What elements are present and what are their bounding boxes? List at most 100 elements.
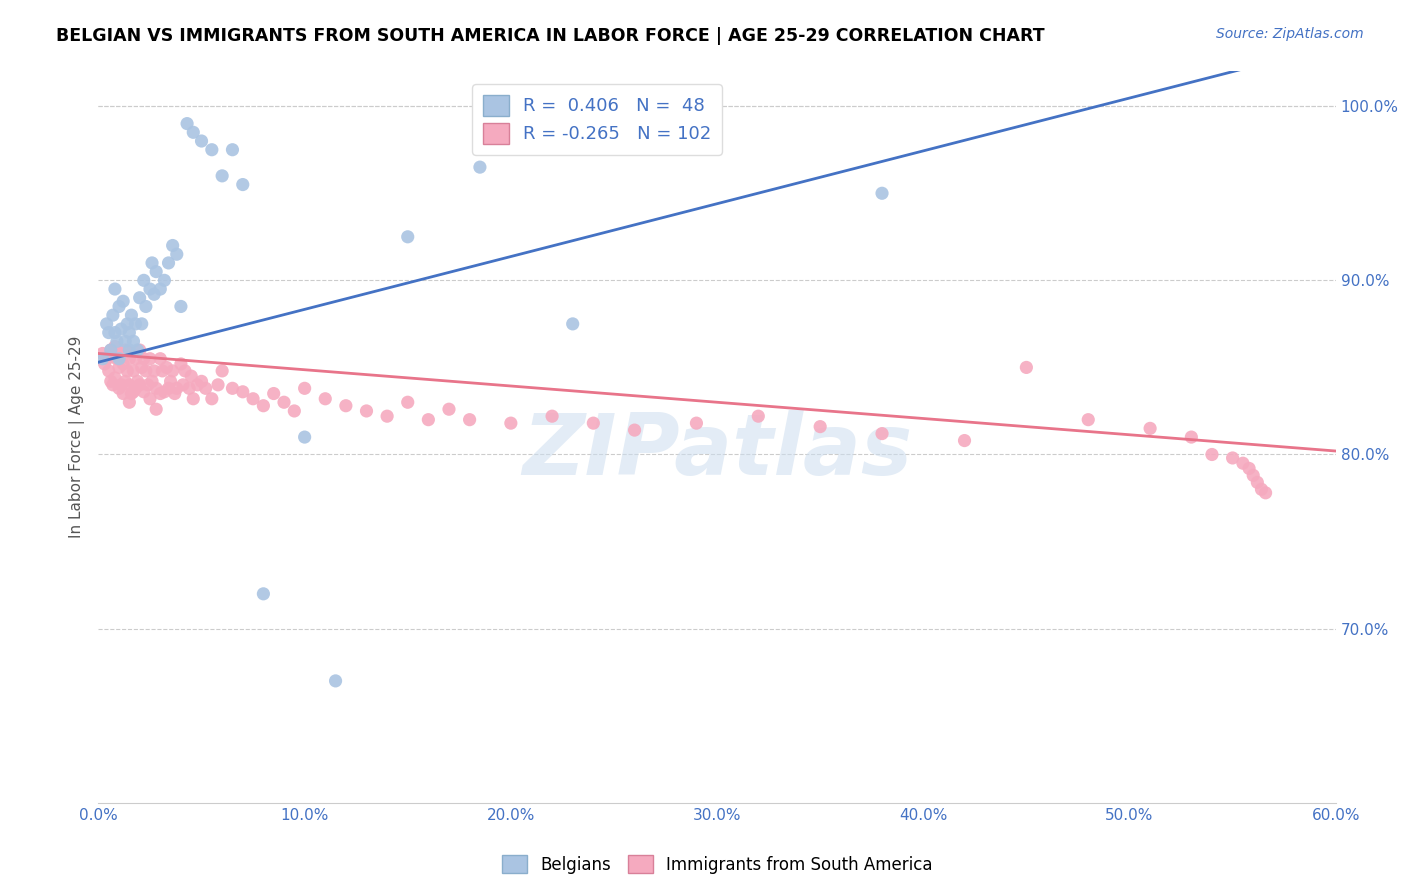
Point (141, 256, 163, 270)
Point (112, 386, 135, 401)
Point (122, 364, 145, 378)
Point (139, 392, 162, 406)
Point (122, 334, 145, 349)
Point (149, 282, 172, 296)
Point (108, 360, 131, 375)
Point (211, 169, 233, 183)
Point (252, 399, 274, 413)
Point (100, 343, 122, 357)
Point (181, 392, 204, 406)
Point (97, 364, 120, 378)
Point (396, 395, 419, 409)
Point (132, 273, 155, 287)
Point (263, 386, 285, 401)
Point (174, 364, 197, 378)
Point (1139, 421, 1161, 435)
Point (870, 186, 893, 201)
Point (96, 351, 118, 366)
Point (114, 343, 136, 357)
Point (91, 346, 114, 360)
Point (100, 343, 122, 357)
Point (108, 300, 131, 314)
Text: ZIPatlas: ZIPatlas (522, 410, 912, 493)
Point (149, 351, 172, 366)
Point (221, 143, 243, 157)
Point (110, 377, 132, 392)
Point (179, 381, 201, 395)
Point (104, 339, 127, 353)
Point (108, 351, 131, 366)
Point (1232, 456, 1254, 470)
Point (120, 386, 142, 401)
Point (117, 364, 139, 378)
Point (105, 351, 128, 366)
Point (159, 375, 181, 389)
Point (623, 423, 645, 437)
Point (104, 371, 127, 385)
Point (118, 343, 141, 357)
Point (96, 317, 118, 331)
Point (335, 399, 357, 413)
Point (747, 409, 769, 424)
Point (162, 238, 184, 252)
Point (135, 300, 157, 314)
Text: BELGIAN VS IMMIGRANTS FROM SOUTH AMERICA IN LABOR FORCE | AGE 25-29 CORRELATION : BELGIAN VS IMMIGRANTS FROM SOUTH AMERICA… (56, 27, 1045, 45)
Point (232, 178, 254, 192)
Point (143, 364, 166, 378)
Point (136, 377, 159, 392)
Point (207, 377, 229, 392)
Point (211, 364, 233, 378)
Point (1250, 483, 1272, 497)
Point (166, 381, 188, 395)
Point (561, 317, 583, 331)
Legend: Belgians, Immigrants from South America: Belgians, Immigrants from South America (494, 847, 941, 882)
Point (1201, 448, 1223, 462)
Point (135, 364, 157, 378)
Point (132, 384, 155, 399)
Point (162, 364, 184, 378)
Point (1222, 450, 1244, 465)
Point (499, 416, 522, 430)
Point (143, 287, 166, 301)
Point (118, 395, 141, 409)
Point (166, 247, 188, 261)
Point (132, 351, 155, 366)
Point (145, 265, 167, 279)
Point (100, 375, 122, 389)
Point (314, 392, 336, 406)
Point (1237, 461, 1260, 475)
Point (180, 369, 202, 384)
Point (124, 381, 146, 395)
Point (458, 412, 481, 426)
Point (127, 375, 149, 389)
Point (155, 360, 177, 375)
Point (118, 377, 141, 392)
Point (145, 402, 167, 417)
Point (396, 229, 419, 244)
Point (437, 402, 460, 417)
Point (232, 384, 254, 399)
Point (325, 673, 347, 688)
Point (120, 308, 142, 322)
Point (356, 404, 378, 418)
Point (273, 395, 295, 409)
Point (163, 386, 186, 401)
Point (127, 343, 149, 357)
Point (157, 381, 180, 395)
Point (1254, 485, 1277, 500)
Point (91, 351, 114, 366)
Point (153, 384, 176, 399)
Point (201, 392, 224, 406)
Point (252, 587, 274, 601)
Point (128, 291, 150, 305)
Text: Source: ZipAtlas.com: Source: ZipAtlas.com (1216, 27, 1364, 41)
Point (172, 377, 194, 392)
Y-axis label: In Labor Force | Age 25-29: In Labor Force | Age 25-29 (69, 336, 86, 538)
Point (101, 377, 124, 392)
Point (375, 409, 398, 424)
Point (101, 350, 124, 364)
Point (118, 351, 141, 366)
Point (283, 404, 305, 418)
Point (294, 381, 316, 395)
Point (112, 294, 135, 309)
